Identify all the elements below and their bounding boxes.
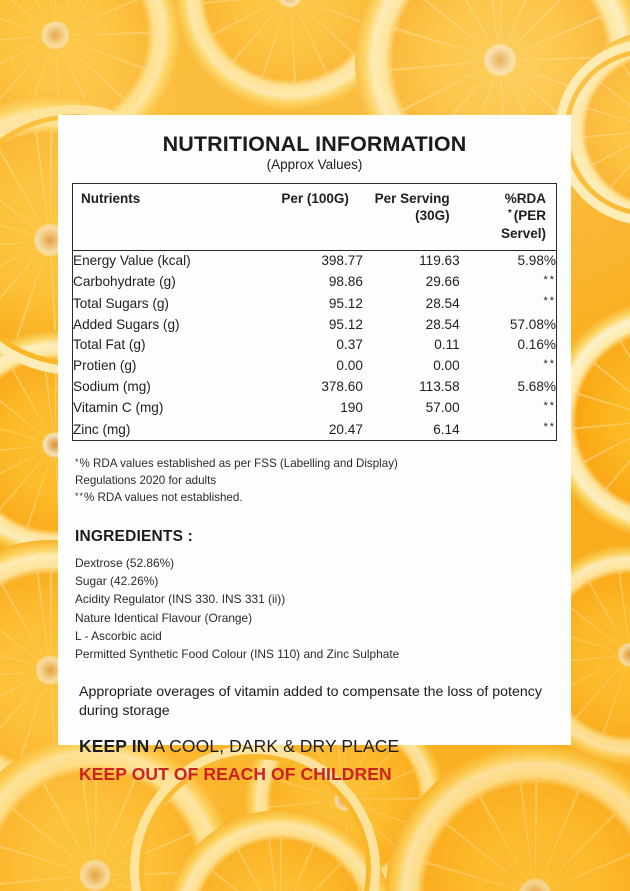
table-row: Sodium (mg) 378.60 113.58 5.68%: [73, 377, 557, 398]
footnote-line-3-text: % RDA values not established.: [84, 491, 243, 504]
overage-statement: Appropriate overages of vitamin added to…: [79, 684, 542, 720]
nutrient-name: Vitamin C (mg): [73, 400, 164, 416]
nutrient-per-100g-value: 378.60: [321, 379, 363, 395]
rda-not-established-icon: **: [543, 400, 556, 413]
footnote-line-3: **% RDA values not established.: [75, 489, 557, 506]
nutrient-per-100g-value: 0.37: [336, 337, 363, 353]
nutrient-rda-value: 0.16%: [517, 337, 556, 353]
nutrient-name: Total Fat (g): [73, 337, 146, 353]
column-header-per-serving-line1: Per Serving: [374, 191, 450, 207]
nutrient-per-100g-value: 190: [340, 400, 363, 416]
table-header-row: Nutrients Per (100G) Per Serving (30G) %…: [72, 184, 557, 251]
nutrient-rda-value: **: [460, 419, 557, 441]
nutrition-label-panel: NUTRITIONAL INFORMATION (Approx Values) …: [58, 115, 571, 784]
nutrient-name: Added Sugars (g): [73, 316, 180, 332]
nutrient-per-serving-value: 119.63: [419, 253, 460, 269]
ingredient-item: L - Ascorbic acid: [75, 628, 162, 643]
ingredient-item: Nature Identical Flavour (Orange): [75, 610, 253, 625]
nutrition-table-body: Energy Value (kcal) 398.77 119.63 5.98% Carb…: [73, 250, 557, 440]
footnote-double-asterisk-icon: **: [75, 491, 85, 501]
nutrition-table-header: Nutrients Per (100G) Per Serving (30G) %…: [72, 184, 557, 251]
table-row: Added Sugars (g) 95.12 28.54 57.08%: [73, 314, 557, 335]
storage-statement-emphasis: KEEP IN: [79, 736, 150, 756]
nutrient-name: Energy Value (kcal): [73, 253, 191, 269]
column-header-per-serving-line2: (30G): [415, 208, 450, 224]
table-row: Energy Value (kcal) 398.77 119.63 5.98%: [73, 250, 557, 271]
rda-not-established-icon: **: [543, 358, 556, 371]
nutrient-rda-value: **: [460, 293, 557, 314]
ingredient-item: Sugar (42.26%): [75, 574, 159, 589]
nutrient-per-serving-value: 28.54: [425, 295, 460, 311]
nutrient-per-serving-value: 28.54: [425, 316, 460, 332]
column-header-rda: %RDA * (PER Servel): [460, 184, 557, 251]
nutrient-per-100g-value: 398.77: [321, 253, 363, 269]
table-row: Total Sugars (g) 95.12 28.54 **: [73, 293, 557, 314]
table-row: Vitamin C (mg) 190 57.00 **: [73, 398, 557, 419]
page-subtitle: (Approx Values): [266, 157, 363, 173]
nutrient-name: Sodium (mg): [73, 379, 151, 395]
ingredient-item: Acidity Regulator (INS 330. INS 331 (ii)…: [75, 592, 286, 607]
footnotes: *% RDA values established as per FSS (La…: [72, 455, 557, 506]
nutrient-name: Protien (g): [73, 358, 137, 374]
table-row: Carbohydrate (g) 98.86 29.66 **: [73, 272, 557, 293]
nutrient-per-serving-value: 0.11: [434, 337, 460, 353]
footnote-line-2: Regulations 2020 for adults: [75, 473, 217, 487]
nutrient-per-100g-value: 95.12: [328, 316, 363, 332]
rda-not-established-icon: **: [543, 421, 556, 434]
storage-statement-rest: A COOL, DARK & DRY PLACE: [149, 736, 400, 756]
nutrient-per-serving-value: 29.66: [425, 274, 460, 290]
rda-not-established-icon: **: [543, 295, 556, 308]
footnote-line-1: *% RDA values established as per FSS (La…: [75, 455, 557, 472]
table-row: Total Fat (g) 0.37 0.11 0.16%: [73, 335, 557, 356]
nutrient-per-serving-value: 57.00: [425, 400, 460, 416]
rda-not-established-icon: **: [543, 274, 556, 287]
page-title: NUTRITIONAL INFORMATION: [162, 132, 467, 156]
footnote-single-asterisk-icon: *: [75, 456, 80, 467]
nutrient-per-100g-value: 98.86: [328, 274, 363, 290]
nutrient-per-100g-value: 95.12: [328, 295, 363, 311]
column-header-per-serving: Per Serving (30G): [363, 184, 460, 251]
table-row: Protien (g) 0.00 0.00 **: [73, 356, 557, 377]
nutrient-rda-value: 57.08%: [509, 316, 556, 332]
nutrient-per-100g-value: 20.47: [328, 421, 363, 437]
table-row: Zinc (mg) 20.47 6.14 **: [73, 419, 557, 441]
nutrient-per-serving-value: 113.58: [419, 379, 460, 395]
storage-statement: KEEP IN A COOL, DARK & DRY PLACE: [72, 736, 557, 757]
keep-out-of-reach-warning: KEEP OUT OF REACH OF CHILDREN: [79, 764, 392, 784]
nutrient-per-serving-value: 6.14: [433, 421, 460, 437]
column-header-rda-line2-wrap: * (PER Servel): [460, 207, 546, 242]
footnote-line-1-text: % RDA values established as per FSS (Lab…: [79, 456, 398, 470]
ingredients-heading: INGREDIENTS :: [75, 528, 193, 546]
nutrient-per-100g-value: 0.00: [336, 358, 363, 374]
column-header-rda-line1: %RDA: [504, 191, 546, 207]
nutrient-rda-value: **: [460, 356, 557, 377]
column-header-rda-line2: (PER Servel): [500, 208, 546, 241]
nutrient-per-serving-value: 0.00: [433, 358, 460, 374]
nutrition-table: Nutrients Per (100G) Per Serving (30G) %…: [72, 183, 557, 441]
rda-asterisk-icon: *: [507, 208, 512, 220]
nutrient-name: Total Sugars (g): [73, 295, 169, 311]
column-header-nutrients: Nutrients: [81, 191, 141, 207]
ingredient-item: Permitted Synthetic Food Colour (INS 110…: [75, 647, 400, 662]
ingredients-list: Dextrose (52.86%) Sugar (42.26%) Acidity R…: [72, 554, 557, 663]
nutrient-rda-value: 5.98%: [517, 253, 556, 269]
ingredient-item: Dextrose (52.86%): [75, 556, 175, 571]
nutrient-name: Zinc (mg): [73, 421, 131, 437]
nutrient-name: Carbohydrate (g): [73, 274, 176, 290]
nutrient-rda-value: 5.68%: [517, 379, 556, 395]
nutrient-rda-value: **: [460, 272, 557, 293]
column-header-per-100g: Per (100G): [281, 191, 349, 207]
nutrient-rda-value: **: [460, 398, 557, 419]
